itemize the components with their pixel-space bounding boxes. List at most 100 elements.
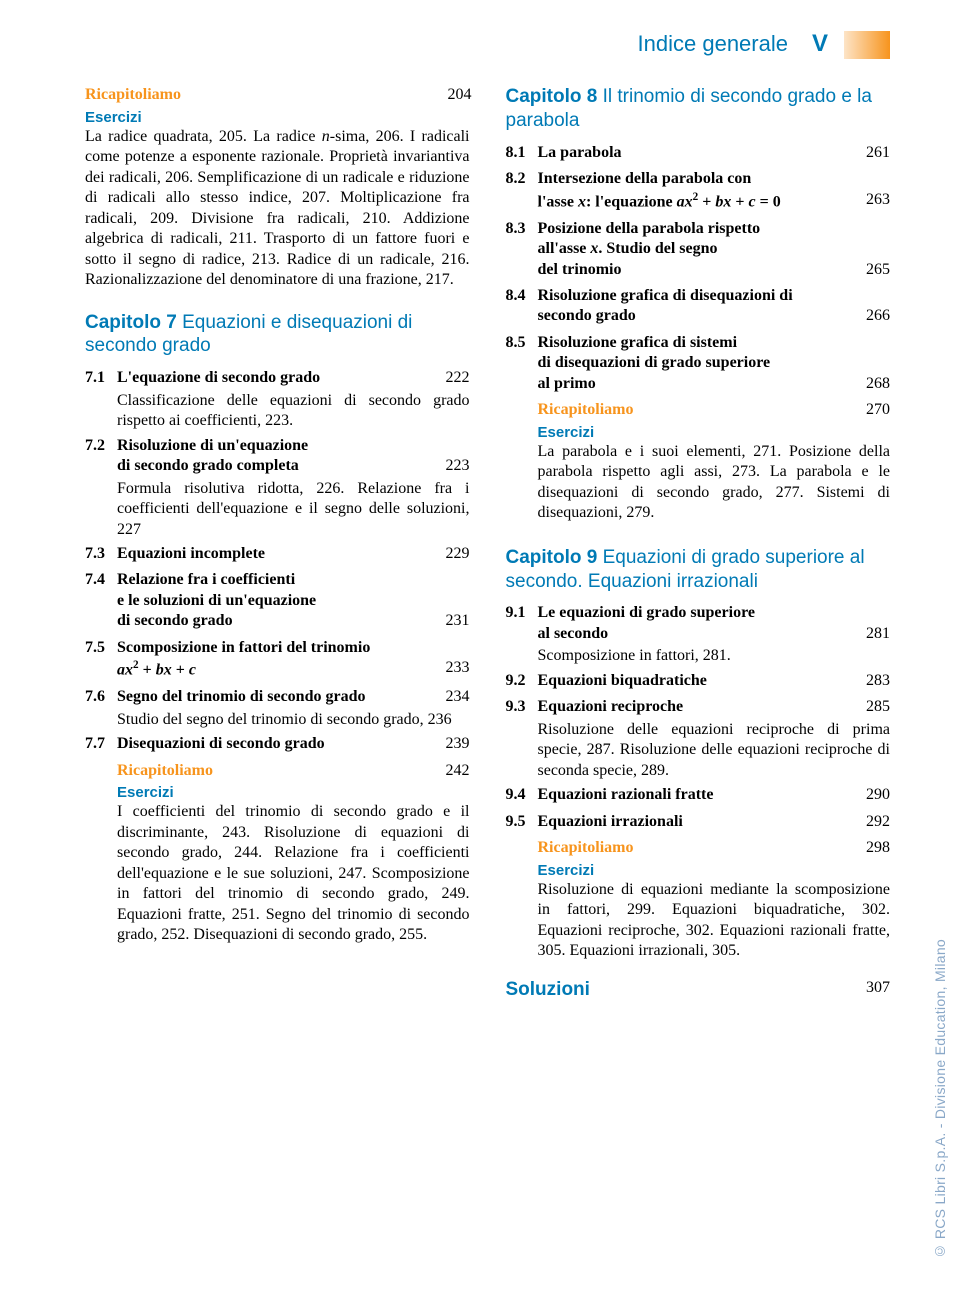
section-7-3: 7.3 Equazioni incomplete229 [85,544,470,566]
esercizi-label: Esercizi [538,423,891,442]
section-title: Disequazioni di secondo grado [117,734,428,754]
esercizi-label: Esercizi [117,783,470,802]
section-num: 7.3 [85,544,117,564]
ricapitoliamo-label: Ricapitoliamo [538,838,849,858]
section-9-5: 9.5 Equazioni irrazionali292 [506,812,891,834]
section-title-a: Risoluzione grafica di sistemi [538,333,891,353]
section-num: 7.2 [85,436,117,456]
copyright-sidebar: © RCS Libri S.p.A. - Divisione Education… [932,939,948,1260]
chapter-label: Capitolo 9 [506,547,598,568]
section-desc: Studio del segno del trinomio di secondo… [117,710,470,730]
header-accent-bar [844,31,890,59]
content-columns: Ricapitoliamo 204 Esercizi La radice qua… [85,85,890,1004]
esercizi-label: Esercizi [85,108,470,127]
ricapitoliamo-row: Ricapitoliamo 204 [85,85,470,105]
section-num: 9.1 [506,603,538,623]
section-num: 8.4 [506,286,538,306]
section-desc: Risoluzione delle equazioni reciproche d… [538,720,891,781]
section-8-5: 8.5 Risoluzione grafica di sistemi di di… [506,333,891,396]
ricapitoliamo-label: Ricapitoliamo [538,400,849,420]
page-number: 281 [848,624,890,644]
section-num: 8.2 [506,169,538,189]
page-number: 239 [428,734,470,754]
section-title-b: ax2 + bx + c [117,658,428,681]
section-num: 8.5 [506,333,538,353]
section-title-a: Posizione della parabola rispetto [538,219,891,239]
section-title: Equazioni irrazionali [538,812,849,832]
section-num: 7.6 [85,687,117,707]
page-number: 231 [428,611,470,631]
chapter-label: Capitolo 7 [85,312,177,333]
section-desc: Classificazione delle equazioni di secon… [117,391,470,432]
section-title: L'equazione di secondo grado [117,368,428,388]
section-9-3: 9.3 Equazioni reciproche285 Risoluzione … [506,697,891,781]
section-title: Equazioni reciproche [538,697,849,717]
page-number: 261 [848,143,890,163]
header-title: Indice generale [638,31,788,56]
section-title-b: al secondo [538,624,849,644]
section-7-4: 7.4 Relazione fra i coefficienti e le so… [85,570,470,633]
page-number: 233 [428,658,470,681]
section-title: Segno del trinomio di secondo grado [117,687,428,707]
esercizi-desc: La radice quadrata, 205. La radice n-sim… [85,127,470,291]
page-number: 268 [848,374,890,394]
page-number: 234 [428,687,470,707]
section-title-c: di secondo grado [117,611,428,631]
section-9-1: 9.1 Le equazioni di grado superiore al s… [506,603,891,666]
soluzioni-row: Soluzioni 307 [506,978,891,1002]
section-num: 9.2 [506,671,538,691]
section-desc: Scomposizione in fattori, 281. [538,646,891,666]
section-title-b: e le soluzioni di un'equazione [117,591,470,611]
section-9-2: 9.2 Equazioni biquadratiche283 [506,671,891,693]
section-8-3: 8.3 Posizione della parabola rispetto al… [506,219,891,282]
section-9-4: 9.4 Equazioni razionali fratte290 [506,785,891,807]
ricapitoliamo-7: Ricapitoliamo242 Esercizi I coefficienti… [85,761,470,948]
page-number: 204 [428,85,470,105]
page-number: 292 [848,812,890,832]
section-8-4: 8.4 Risoluzione grafica di disequazioni … [506,286,891,329]
section-title: Equazioni biquadratiche [538,671,849,691]
section-title-b: all'asse x. Studio del segno [538,239,891,259]
section-num: 9.3 [506,697,538,717]
section-num: 7.7 [85,734,117,754]
section-title-b: di disequazioni di grado superiore [538,353,891,373]
page-number: 223 [428,456,470,476]
section-7-2: 7.2 Risoluzione di un'equazione di secon… [85,436,470,540]
page-number: 283 [848,671,890,691]
section-title-a: Le equazioni di grado superiore [538,603,891,623]
section-num: 8.3 [506,219,538,239]
page-number: 266 [848,306,890,326]
section-title-b: di secondo grado completa [117,456,428,476]
page-number: 285 [848,697,890,717]
section-8-2: 8.2 Intersezione della parabola con l'as… [506,169,891,214]
section-num: 9.4 [506,785,538,805]
section-title: La parabola [538,143,849,163]
page-number: 263 [848,190,890,213]
section-title-c: del trinomio [538,260,849,280]
chapter-label: Capitolo 8 [506,86,598,107]
page-number: 242 [428,761,470,781]
ricapitoliamo-9: Ricapitoliamo298 Esercizi Risoluzione di… [506,838,891,964]
section-num: 7.4 [85,570,117,590]
section-title-a: Risoluzione di un'equazione [117,436,470,456]
ricapitoliamo-label: Ricapitoliamo [117,761,428,781]
page-number: 265 [848,260,890,280]
section-title-a: Scomposizione in fattori del trinomio [117,638,470,658]
section-7-1: 7.1 L'equazione di secondo grado222 Clas… [85,368,470,431]
page-number: 290 [848,785,890,805]
esercizi-label: Esercizi [538,861,891,880]
ricapitoliamo-label: Ricapitoliamo [85,85,428,105]
left-column: Ricapitoliamo 204 Esercizi La radice qua… [85,85,470,1004]
section-title-a: Risoluzione grafica di disequazioni di [538,286,891,306]
header-roman: V [812,30,828,58]
page-number: 222 [428,368,470,388]
section-title: Equazioni razionali fratte [538,785,849,805]
page-number: 270 [848,400,890,420]
page-header: Indice generale V [85,30,890,61]
chapter-8-title: Capitolo 8 Il trinomio di secondo grado … [506,85,891,133]
section-num: 7.1 [85,368,117,388]
esercizi-desc: Risoluzione di equazioni mediante la sco… [538,880,891,962]
section-title-b: l'asse x: l'equazione ax2 + bx + c = 0 [538,190,849,213]
section-desc: Formula risolutiva ridotta, 226. Relazio… [117,479,470,540]
section-title-c: al primo [538,374,849,394]
